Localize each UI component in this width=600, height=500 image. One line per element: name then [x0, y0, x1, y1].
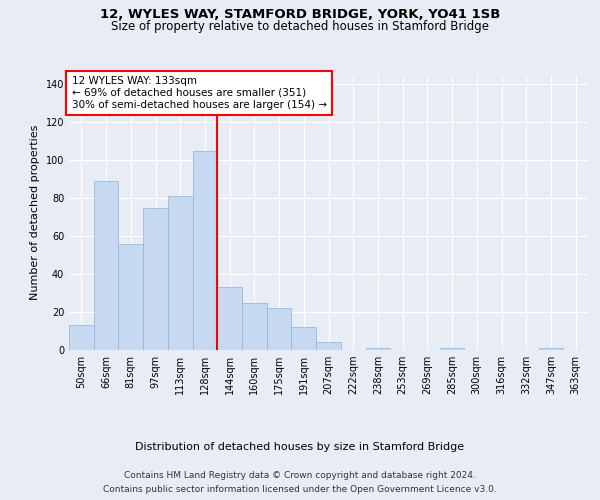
Bar — [118, 244, 143, 350]
Text: Contains public sector information licensed under the Open Government Licence v3: Contains public sector information licen… — [103, 485, 497, 494]
Bar — [365, 348, 390, 350]
Bar — [292, 327, 316, 350]
Bar — [539, 348, 563, 350]
Text: 12 WYLES WAY: 133sqm
← 69% of detached houses are smaller (351)
30% of semi-deta: 12 WYLES WAY: 133sqm ← 69% of detached h… — [71, 76, 326, 110]
Text: Size of property relative to detached houses in Stamford Bridge: Size of property relative to detached ho… — [111, 20, 489, 33]
Bar — [267, 308, 292, 350]
Text: 12, WYLES WAY, STAMFORD BRIDGE, YORK, YO41 1SB: 12, WYLES WAY, STAMFORD BRIDGE, YORK, YO… — [100, 8, 500, 20]
Bar — [168, 196, 193, 350]
Bar — [143, 208, 168, 350]
Text: Contains HM Land Registry data © Crown copyright and database right 2024.: Contains HM Land Registry data © Crown c… — [124, 471, 476, 480]
Bar — [193, 151, 217, 350]
Bar — [316, 342, 341, 350]
Bar — [440, 348, 464, 350]
Bar — [94, 181, 118, 350]
Bar — [217, 288, 242, 350]
Text: Distribution of detached houses by size in Stamford Bridge: Distribution of detached houses by size … — [136, 442, 464, 452]
Y-axis label: Number of detached properties: Number of detached properties — [30, 125, 40, 300]
Bar — [69, 326, 94, 350]
Bar — [242, 302, 267, 350]
